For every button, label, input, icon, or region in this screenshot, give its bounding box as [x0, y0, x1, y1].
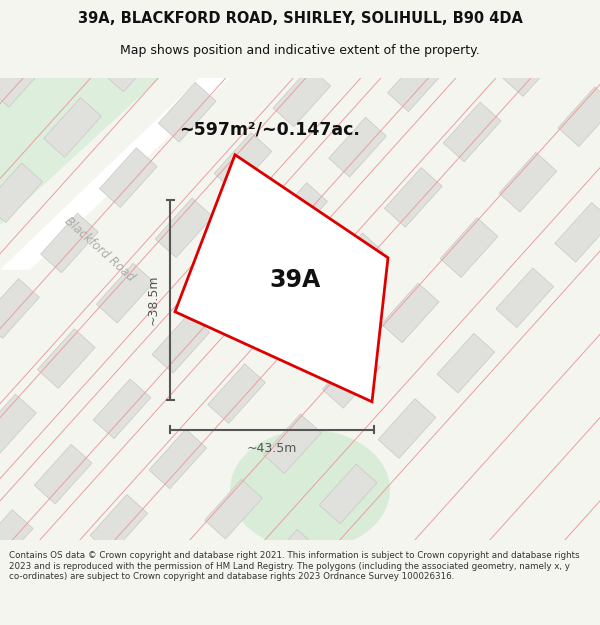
- Text: ~38.5m: ~38.5m: [147, 274, 160, 325]
- Polygon shape: [555, 202, 600, 262]
- Polygon shape: [329, 118, 386, 177]
- Polygon shape: [558, 87, 600, 147]
- Polygon shape: [0, 78, 230, 270]
- Polygon shape: [155, 198, 213, 258]
- Polygon shape: [388, 52, 445, 112]
- Text: 39A: 39A: [269, 268, 320, 292]
- Polygon shape: [158, 82, 216, 142]
- Polygon shape: [211, 248, 269, 308]
- Polygon shape: [263, 414, 321, 474]
- Polygon shape: [0, 510, 33, 569]
- Polygon shape: [319, 464, 377, 524]
- Polygon shape: [322, 349, 380, 408]
- Polygon shape: [326, 233, 383, 292]
- Polygon shape: [34, 444, 92, 504]
- Polygon shape: [152, 314, 210, 373]
- Polygon shape: [149, 429, 206, 489]
- Polygon shape: [270, 182, 328, 243]
- Polygon shape: [267, 298, 325, 358]
- Polygon shape: [499, 152, 557, 212]
- Polygon shape: [44, 98, 101, 158]
- Polygon shape: [437, 333, 494, 393]
- Polygon shape: [0, 394, 36, 454]
- Polygon shape: [205, 479, 262, 539]
- Polygon shape: [0, 78, 160, 230]
- Polygon shape: [443, 102, 501, 162]
- Polygon shape: [93, 379, 151, 439]
- Polygon shape: [175, 155, 388, 402]
- Polygon shape: [502, 37, 560, 96]
- Polygon shape: [41, 213, 98, 272]
- Polygon shape: [37, 329, 95, 388]
- Text: Map shows position and indicative extent of the property.: Map shows position and indicative extent…: [120, 44, 480, 57]
- Polygon shape: [230, 430, 390, 550]
- Polygon shape: [385, 168, 442, 227]
- Polygon shape: [97, 263, 154, 323]
- Polygon shape: [496, 268, 554, 328]
- Polygon shape: [146, 545, 203, 604]
- Text: Contains OS data © Crown copyright and database right 2021. This information is : Contains OS data © Crown copyright and d…: [9, 551, 580, 581]
- Polygon shape: [440, 217, 498, 278]
- Polygon shape: [332, 2, 389, 61]
- Text: Blackford Road: Blackford Road: [62, 215, 137, 284]
- Polygon shape: [0, 163, 43, 222]
- Polygon shape: [217, 17, 275, 77]
- Polygon shape: [378, 399, 436, 458]
- Polygon shape: [382, 283, 439, 342]
- Polygon shape: [0, 279, 40, 338]
- Polygon shape: [90, 494, 148, 554]
- Polygon shape: [100, 148, 157, 208]
- Polygon shape: [0, 48, 46, 107]
- Polygon shape: [260, 529, 318, 589]
- Polygon shape: [214, 132, 272, 192]
- Text: ~43.5m: ~43.5m: [247, 442, 297, 455]
- Polygon shape: [208, 364, 265, 423]
- Polygon shape: [273, 68, 331, 127]
- Polygon shape: [103, 32, 160, 92]
- Text: 39A, BLACKFORD ROAD, SHIRLEY, SOLIHULL, B90 4DA: 39A, BLACKFORD ROAD, SHIRLEY, SOLIHULL, …: [77, 11, 523, 26]
- Text: ~597m²/~0.147ac.: ~597m²/~0.147ac.: [179, 121, 361, 139]
